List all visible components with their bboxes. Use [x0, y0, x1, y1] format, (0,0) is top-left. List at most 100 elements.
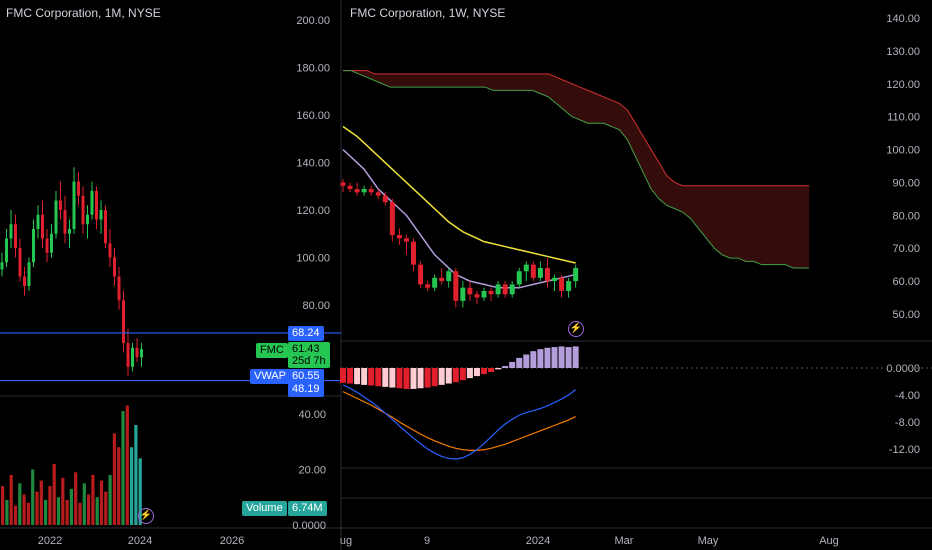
macd-histogram-bar	[340, 368, 346, 383]
left-volume-bar	[82, 483, 86, 525]
right-time-axis-label: May	[698, 535, 719, 547]
left-candle-body	[27, 262, 31, 286]
macd-histogram-bar	[389, 368, 396, 388]
right-price-axis-label: 60.00	[892, 276, 920, 288]
cloud-lower-line	[343, 70, 810, 269]
macd-histogram-bar	[424, 368, 431, 388]
left-volume-bar	[48, 486, 52, 525]
right-time-axis-label: 2024	[526, 535, 550, 547]
right-candle-body	[375, 192, 381, 196]
left-candle-body	[117, 276, 121, 301]
macd-histogram-bar	[509, 361, 516, 368]
right-candle-body	[495, 284, 501, 295]
volume-value-tag: 6.74M	[288, 501, 327, 516]
right-candle-body	[439, 277, 445, 282]
left-volume-bar	[9, 475, 13, 525]
left-candle-body	[108, 243, 112, 258]
right-candle-body	[347, 185, 353, 190]
macd-histogram-bar	[438, 368, 445, 385]
left-volume-bar	[108, 475, 112, 525]
right-time-axis-label: Mar	[615, 535, 634, 547]
macd-histogram-bar	[417, 368, 424, 389]
left-volume-bar	[13, 505, 18, 525]
left-volume-bar	[95, 497, 99, 525]
lightning-icon[interactable]: ⚡	[138, 508, 154, 524]
left-volume-bar	[117, 447, 121, 525]
right-candle-body	[502, 284, 508, 295]
macd-histogram-bar	[396, 368, 403, 389]
right-time-axis-label: ug	[340, 535, 352, 547]
left-volume-bar	[91, 475, 95, 525]
left-time-axis-label: 2022	[38, 535, 62, 547]
right-candle-body	[559, 277, 565, 291]
vwap-value-tag: 60.55	[288, 369, 324, 384]
macd-histogram-bar	[445, 368, 452, 384]
right-price-axis-label: 80.00	[892, 210, 920, 222]
macd-histogram-bar	[488, 368, 495, 373]
left-price-axis-label: 100.00	[296, 253, 330, 265]
right-chart-title: FMC Corporation, 1W, NYSE	[350, 6, 506, 20]
left-volume-bar	[61, 477, 65, 525]
macd-histogram-bar	[459, 368, 466, 381]
countdown-value: 25d 7h	[292, 355, 326, 367]
left-volume-bar	[112, 433, 116, 525]
macd-histogram-bar	[502, 365, 509, 368]
right-candle-body	[432, 277, 438, 288]
left-volume-bar	[22, 494, 26, 525]
right-candle-body	[481, 290, 487, 298]
macd-line	[342, 384, 577, 460]
left-candle-body	[90, 191, 94, 215]
macd-histogram-bar	[544, 347, 551, 368]
left-candle-body	[72, 181, 76, 229]
left-volume-bar	[1, 486, 5, 525]
macd-histogram-bar	[481, 368, 487, 375]
left-candle-body	[0, 262, 4, 270]
right-time-axis-label: 9	[424, 535, 430, 547]
left-volume-axis-label: 0.0000	[292, 520, 326, 532]
right-candle-body	[474, 294, 480, 298]
macd-histogram-bar	[347, 368, 354, 384]
left-volume-bar	[26, 502, 30, 525]
left-volume-axis-label: 40.00	[298, 409, 326, 421]
macd-signal-line	[342, 391, 576, 451]
left-volume-bar	[18, 483, 22, 525]
right-candle-body	[403, 238, 409, 242]
right-candle-body	[382, 195, 388, 203]
macd-axis-label: -12.00	[889, 444, 920, 456]
last-price-tag: 61.43 25d 7h	[288, 342, 330, 368]
right-time-axis-label: Aug	[819, 535, 839, 547]
macd-axis-label: -8.00	[895, 417, 920, 429]
last-price-value: 61.43	[292, 343, 320, 355]
left-candle-body	[131, 347, 134, 367]
right-candle-body	[361, 189, 367, 193]
lightning-icon-right[interactable]: ⚡	[568, 321, 584, 337]
right-candle-body	[516, 271, 522, 285]
left-candle-body	[95, 191, 98, 220]
left-volume-bar	[104, 491, 108, 525]
left-candle-body	[59, 200, 62, 210]
right-candle-body	[467, 287, 473, 295]
right-candle-body	[411, 241, 416, 265]
left-candle-body	[113, 257, 116, 277]
left-candle-body	[41, 214, 44, 239]
left-candle-body	[32, 229, 35, 263]
macd-histogram-bar	[495, 368, 502, 370]
left-candle-body	[9, 224, 13, 239]
symbol-tag: FMC	[256, 343, 288, 358]
left-candle-body	[86, 214, 89, 225]
macd-histogram-bar	[572, 346, 579, 368]
macd-histogram-bar	[466, 368, 473, 379]
right-candle-body	[368, 189, 374, 193]
macd-histogram-bar	[410, 368, 417, 389]
left-candle-body	[5, 238, 8, 263]
left-volume-bar	[78, 502, 82, 525]
left-candle-body	[140, 349, 143, 358]
left-price-axis-label: 120.00	[296, 205, 330, 217]
right-candle-body	[509, 284, 515, 295]
left-price-axis-label: 180.00	[296, 63, 330, 75]
right-candle-body	[566, 281, 572, 291]
macd-histogram-bar	[565, 347, 572, 368]
right-price-axis-label: 140.00	[886, 13, 920, 25]
